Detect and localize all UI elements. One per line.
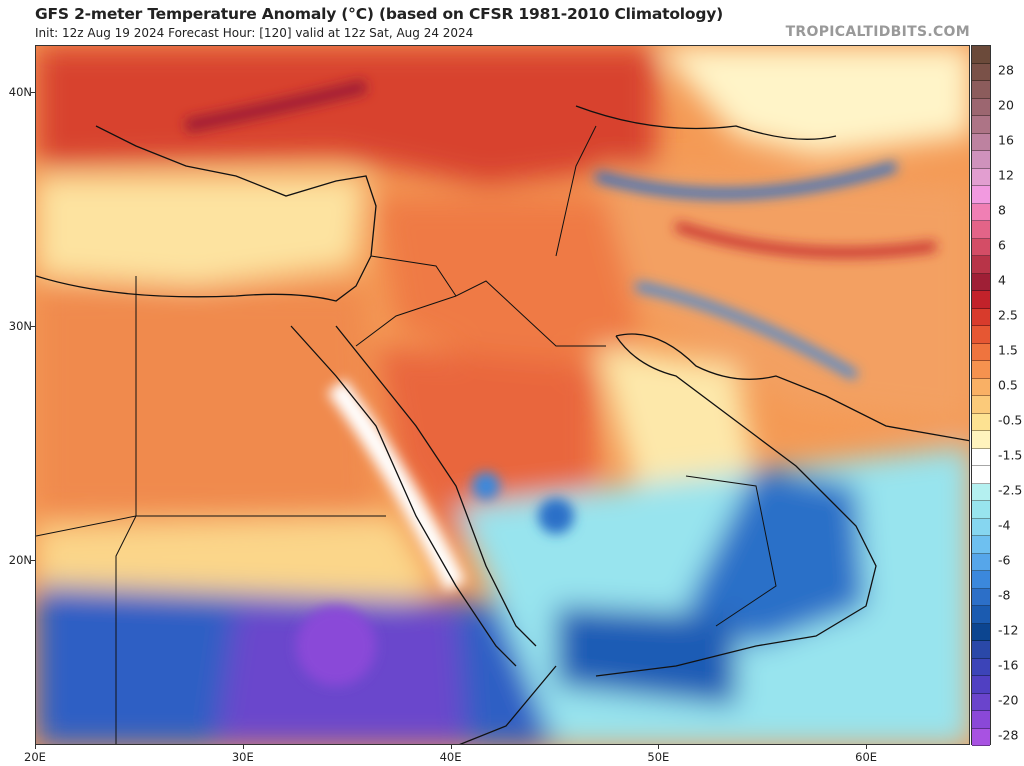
longitude-tick — [35, 745, 36, 749]
colorbar-label: 1.5 — [998, 342, 1018, 357]
colorbar-segment — [972, 518, 990, 536]
longitude-label: 40E — [439, 750, 462, 764]
colorbar-label: 28 — [998, 62, 1014, 77]
longitude-label: 30E — [231, 750, 254, 764]
colorbar-label: 4 — [998, 272, 1006, 287]
colorbar-segment — [972, 501, 990, 519]
colorbar-label: -6 — [998, 552, 1011, 567]
latitude-tick — [31, 325, 35, 327]
latitude-tick — [31, 91, 35, 93]
map-subtitle: Init: 12z Aug 19 2024 Forecast Hour: [12… — [35, 26, 474, 40]
colorbar-segment — [972, 606, 990, 624]
colorbar-segment — [972, 658, 990, 676]
colorbar-label: 2.5 — [998, 307, 1018, 322]
colorbar-segment — [972, 571, 990, 589]
colorbar-segment — [972, 308, 990, 326]
colorbar-label: -4 — [998, 517, 1011, 532]
latitude-label: 20N — [8, 553, 32, 568]
colorbar-segment — [972, 98, 990, 116]
colorbar-segment — [972, 431, 990, 449]
colorbar-segment — [972, 623, 990, 641]
colorbar-segment — [972, 291, 990, 309]
longitude-label: 20E — [24, 750, 46, 764]
colorbar-segment — [972, 361, 990, 379]
colorbar-segment — [972, 693, 990, 711]
colorbar-segment — [972, 326, 990, 344]
map-title: GFS 2-meter Temperature Anomaly (°C) (ba… — [35, 5, 724, 23]
colorbar-label: -2.5 — [998, 482, 1023, 497]
colorbar — [971, 45, 991, 746]
brand-watermark: TROPICALTIDBITS.COM — [785, 24, 970, 40]
colorbar-segment — [972, 588, 990, 606]
colorbar-segment — [972, 728, 990, 746]
latitude-label: 40N — [8, 84, 32, 99]
colorbar-segment — [972, 466, 990, 484]
colorbar-label: -16 — [998, 657, 1019, 672]
colorbar-label: 0.5 — [998, 377, 1018, 392]
colorbar-label: 12 — [998, 167, 1014, 182]
temperature-anomaly-map — [35, 45, 970, 745]
longitude-tick — [450, 745, 452, 749]
colorbar-label: 6 — [998, 237, 1006, 252]
coastlines — [36, 105, 969, 744]
colorbar-segment — [972, 81, 990, 99]
colorbar-segment — [972, 536, 990, 554]
colorbar-segment — [972, 203, 990, 221]
colorbar-segment — [972, 396, 990, 414]
colorbar-segment — [972, 343, 990, 361]
colorbar-segment — [972, 553, 990, 571]
colorbar-segment — [972, 116, 990, 134]
colorbar-segment — [972, 256, 990, 274]
longitude-label: 60E — [855, 750, 878, 764]
colorbar-segment — [972, 63, 990, 81]
colorbar-label: -28 — [998, 727, 1019, 742]
longitude-tick — [242, 745, 244, 749]
colorbar-segment — [972, 133, 990, 151]
colorbar-label: 8 — [998, 202, 1006, 217]
colorbar-segment — [972, 221, 990, 239]
anomaly-field — [36, 46, 969, 744]
colorbar-label: -1.5 — [998, 447, 1023, 462]
colorbar-label: -8 — [998, 587, 1011, 602]
colorbar-segment — [972, 238, 990, 256]
colorbar-segment — [972, 378, 990, 396]
colorbar-segment — [972, 151, 990, 169]
colorbar-label: -20 — [998, 692, 1019, 707]
colorbar-label: 20 — [998, 97, 1014, 112]
colorbar-segment — [972, 711, 990, 729]
colorbar-segment — [972, 641, 990, 659]
borders — [36, 125, 777, 744]
colorbar-segment — [972, 448, 990, 466]
colorbar-segment — [972, 676, 990, 694]
colorbar-label: -0.5 — [998, 412, 1023, 427]
colorbar-segment — [972, 273, 990, 291]
latitude-tick — [31, 560, 35, 562]
longitude-tick — [866, 745, 868, 749]
anomaly-streaks — [184, 79, 937, 686]
latitude-label: 30N — [8, 318, 32, 333]
longitude-tick — [658, 745, 660, 749]
colorbar-label: -12 — [998, 622, 1019, 637]
colorbar-segment — [972, 483, 990, 501]
longitude-label: 50E — [647, 750, 670, 764]
colorbar-segment — [972, 413, 990, 431]
colorbar-segment — [972, 168, 990, 186]
colorbar-segment — [972, 46, 990, 64]
colorbar-label: 16 — [998, 132, 1014, 147]
map-canvas — [36, 46, 969, 744]
colorbar-segment — [972, 186, 990, 204]
